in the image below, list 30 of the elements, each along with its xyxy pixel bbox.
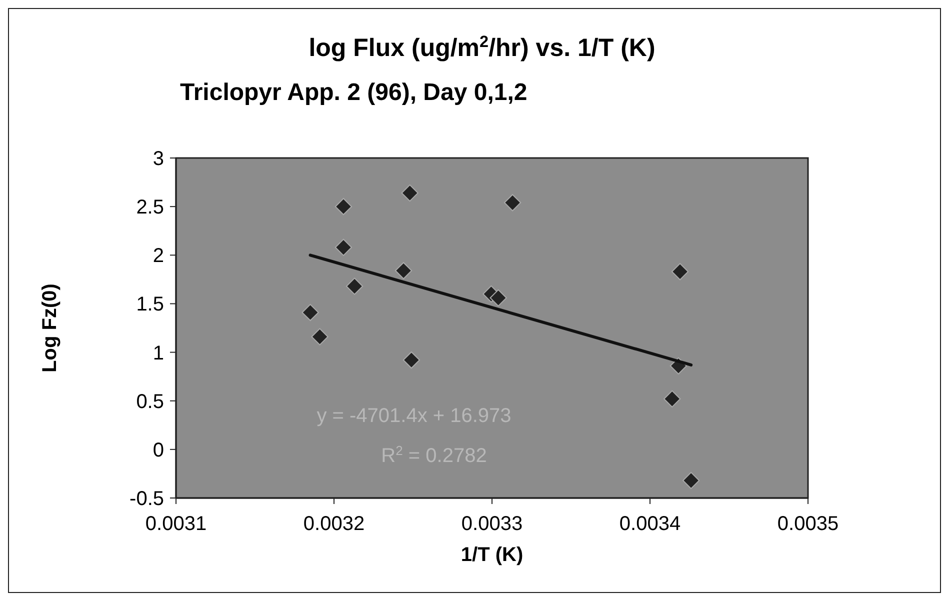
y-tick-label: 2 (152, 245, 164, 268)
x-axis-title: 1/T (K) (460, 544, 524, 566)
point (401, 184, 418, 202)
x-tick-label: 0.0033 (461, 513, 523, 535)
y-axis-title: Log Fz(0) (39, 284, 61, 372)
y-tick-label: 2.5 (136, 196, 164, 219)
point (671, 263, 689, 280)
y-tick-label: 0 (152, 439, 164, 462)
point (490, 289, 507, 306)
x-tick-label: 0.0034 (619, 513, 681, 535)
point (334, 198, 352, 216)
point (394, 262, 412, 280)
point (402, 351, 420, 369)
y-tick-label: 1.5 (136, 294, 164, 316)
point (311, 328, 328, 346)
y-tick-label: 1 (152, 342, 164, 364)
point (302, 304, 319, 322)
x-tick-label: 0.0032 (303, 513, 365, 535)
point (664, 390, 681, 408)
y-tick-label: 0.5 (136, 390, 164, 413)
y-tick-label: 3 (152, 148, 164, 170)
x-tick-label: 0.0035 (777, 513, 839, 535)
point (346, 278, 364, 295)
y-tick-label: -0.5 (130, 488, 164, 510)
point (334, 238, 352, 256)
x-tick-label: 0.0031 (145, 513, 207, 535)
chart-subtitle: Triclopyr App. 2 (96), Day 0,1,2 (180, 79, 528, 106)
chart-title: log Flux (ug/m$^{2}$/hr) vs. 1/T (K) (308, 33, 656, 62)
point (682, 472, 700, 490)
point (504, 194, 522, 212)
